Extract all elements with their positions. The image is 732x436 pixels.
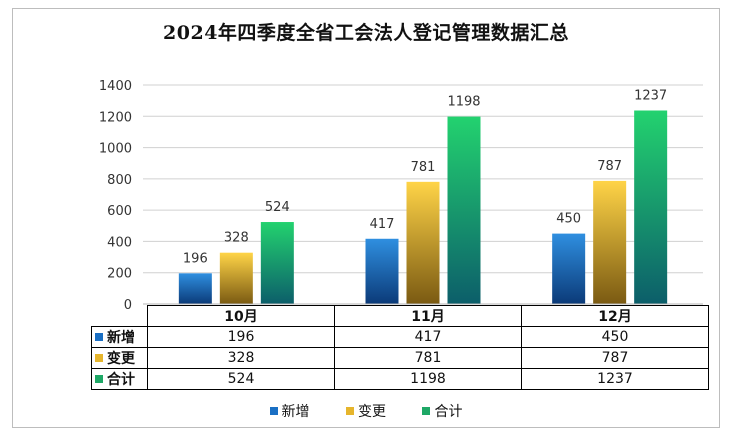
legend-swatch xyxy=(269,407,278,415)
y-tick-label: 1200 xyxy=(99,110,132,125)
legend-label: 新增 xyxy=(281,404,310,420)
series-row-label: 合计 xyxy=(91,368,148,390)
legend-item: 新增 xyxy=(269,401,310,421)
legend-key-square xyxy=(95,354,103,362)
bar xyxy=(365,238,399,304)
data-label: 196 xyxy=(183,251,208,266)
table-cell: 787 xyxy=(521,347,709,369)
data-label: 417 xyxy=(370,217,395,232)
table-cell: 450 xyxy=(521,326,709,348)
bar xyxy=(447,116,481,304)
category-header: 10月 xyxy=(147,305,335,327)
table-corner xyxy=(91,305,148,327)
y-tick-label: 400 xyxy=(107,235,132,250)
series-name: 变更 xyxy=(107,351,135,367)
series-name: 合计 xyxy=(107,372,135,388)
y-tick-label: 800 xyxy=(107,173,132,188)
legend: 新增 变更 合计 xyxy=(0,401,732,421)
y-tick-label: 200 xyxy=(107,267,132,282)
data-label: 1198 xyxy=(447,95,480,110)
table-cell: 1237 xyxy=(521,368,709,390)
legend-item: 合计 xyxy=(422,401,462,421)
table-cell: 196 xyxy=(147,326,335,348)
legend-key-square xyxy=(95,375,103,383)
table-row: 变更 328 781 787 xyxy=(91,347,709,369)
legend-swatch xyxy=(422,407,431,415)
chart-title: 2024年四季度全省工会法人登记管理数据汇总 xyxy=(163,22,569,44)
bar xyxy=(406,181,440,304)
bar xyxy=(552,233,586,304)
table-row: 合计 524 1198 1237 xyxy=(91,368,709,390)
bar xyxy=(260,222,294,304)
y-tick-label: 1400 xyxy=(99,79,132,94)
table-cell: 1198 xyxy=(334,368,522,390)
data-label: 328 xyxy=(224,231,249,246)
legend-label: 合计 xyxy=(434,404,463,420)
bar xyxy=(178,273,212,304)
category-header: 12月 xyxy=(521,305,709,327)
data-table: 10月 11月 12月 新增 196 417 450 变更 328 781 78… xyxy=(91,305,709,390)
table-row: 新增 196 417 450 xyxy=(91,326,709,348)
data-label: 781 xyxy=(411,160,436,175)
data-label: 787 xyxy=(597,159,622,174)
bar xyxy=(634,110,668,304)
legend-item: 变更 xyxy=(346,401,386,421)
legend-key-square xyxy=(95,333,103,341)
series-name: 新增 xyxy=(107,330,135,346)
table-cell: 781 xyxy=(334,347,522,369)
table-cell: 328 xyxy=(147,347,335,369)
data-label: 450 xyxy=(556,212,581,227)
table-cell: 524 xyxy=(147,368,335,390)
series-row-label: 变更 xyxy=(91,347,148,369)
category-header: 11月 xyxy=(334,305,522,327)
y-tick-label: 1000 xyxy=(99,142,132,157)
series-row-label: 新增 xyxy=(91,326,148,348)
data-label: 524 xyxy=(265,200,290,215)
legend-swatch xyxy=(346,407,354,415)
y-tick-label: 600 xyxy=(107,204,132,219)
bar xyxy=(593,180,627,304)
data-label: 1237 xyxy=(634,88,667,103)
legend-label: 变更 xyxy=(358,404,386,420)
table-cell: 417 xyxy=(334,326,522,348)
table-header-row: 10月 11月 12月 xyxy=(91,305,709,327)
bar xyxy=(219,252,253,304)
